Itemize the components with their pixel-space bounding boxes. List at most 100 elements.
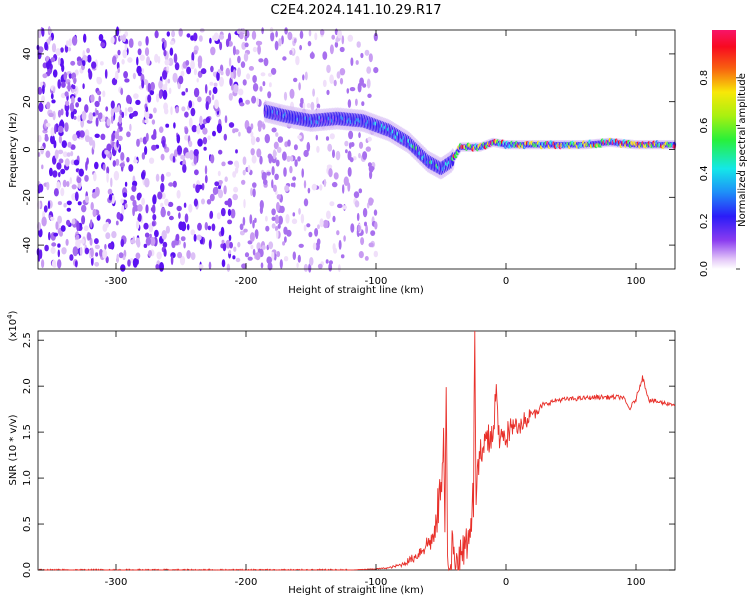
spectrogram-noise-speck bbox=[252, 46, 258, 53]
spectrogram-noise-speck bbox=[247, 164, 251, 173]
spectrogram-noise-speck bbox=[193, 149, 199, 157]
spectrogram-noise-speck bbox=[177, 251, 183, 259]
spectrogram-noise-speck bbox=[241, 179, 246, 185]
spectrogram-noise-speck bbox=[226, 263, 231, 272]
spectrogram-noise-speck bbox=[43, 205, 48, 213]
spectrogram-noise-speck bbox=[158, 126, 164, 133]
spectrogram-noise-speck bbox=[358, 188, 363, 194]
spectrogram-noise-speck bbox=[70, 60, 76, 66]
spectrogram-noise-speck bbox=[357, 225, 361, 232]
spectrogram-noise-speck bbox=[279, 205, 285, 214]
spectrogram-noise-speck bbox=[114, 131, 120, 140]
spectrogram-noise-speck bbox=[292, 176, 297, 181]
spectrogram-noise-speck bbox=[38, 183, 44, 193]
spectrogram-noise-speck bbox=[63, 71, 68, 81]
spectrogram-noise-speck bbox=[296, 262, 299, 268]
spectrogram-noise-speck bbox=[247, 256, 253, 261]
spectrogram-noise-speck bbox=[234, 166, 239, 174]
spectrogram-noise-speck bbox=[142, 119, 145, 124]
spectrogram-noise-speck bbox=[209, 81, 214, 86]
spectrogram-noise-speck bbox=[75, 102, 79, 108]
colorbar-ticks: 0.0 0.2 0.4 0.6 0.8 bbox=[699, 70, 740, 277]
spectrogram-noise-speck bbox=[115, 26, 120, 37]
spectrogram-noise-speck bbox=[175, 106, 180, 114]
spectrogram-noise-speck bbox=[221, 259, 226, 268]
spectrogram-noise-speck bbox=[312, 88, 315, 97]
spectrogram-noise-speck bbox=[214, 186, 219, 195]
spectrogram-noise-speck bbox=[73, 77, 77, 85]
spectrogram-noise-speck bbox=[347, 150, 352, 161]
spectrogram-noise-speck bbox=[58, 158, 64, 164]
spectrogram-noise-speck bbox=[193, 50, 198, 55]
spectrogram-noise-speck bbox=[61, 81, 66, 88]
spectrogram-noise-speck bbox=[67, 81, 71, 92]
spectrogram-noise-speck bbox=[48, 112, 54, 118]
spectrogram-noise-speck bbox=[73, 159, 80, 166]
spectrogram-noise-speck bbox=[329, 74, 334, 84]
spectrogram-noise-speck bbox=[239, 31, 244, 40]
spectrogram-noise-speck bbox=[272, 149, 277, 160]
spectrogram-noise-speck bbox=[112, 55, 117, 65]
spectrogram-noise-speck bbox=[370, 198, 374, 204]
spectrogram-noise-speck bbox=[229, 77, 233, 87]
spectrogram-noise-speck bbox=[90, 94, 95, 103]
spectrogram-noise-speck bbox=[271, 251, 275, 261]
spectrogram-noise-speck bbox=[190, 252, 196, 261]
spectrogram-noise-speck bbox=[307, 40, 312, 47]
spectrogram-noise-speck bbox=[178, 221, 184, 231]
spectrogram-noise-speck bbox=[184, 111, 189, 118]
spectrogram-noise-speck bbox=[289, 50, 293, 55]
spectrogram-noise-speck bbox=[73, 115, 77, 120]
spectrogram-noise-speck bbox=[354, 200, 360, 208]
spectrogram-noise-speck bbox=[293, 38, 297, 44]
spectrogram-noise-speck bbox=[284, 236, 287, 243]
spectrogram-noise-speck bbox=[41, 259, 45, 269]
spectrogram-noise-speck bbox=[159, 262, 164, 272]
spectrogram-noise-speck bbox=[50, 216, 55, 221]
spectrogram-noise-speck bbox=[356, 212, 360, 222]
spectrogram-noise-speck bbox=[57, 215, 62, 224]
spectrogram-noise-speck bbox=[133, 93, 139, 99]
x-tick-label: 100 bbox=[626, 577, 645, 588]
spectrogram-noise-speck bbox=[218, 34, 225, 40]
spectrogram-noise-speck bbox=[95, 252, 99, 257]
spectrogram-noise-speck bbox=[61, 140, 67, 149]
spectrogram-noise-speck bbox=[245, 99, 251, 105]
spectrogram-noise-speck bbox=[96, 215, 101, 221]
spectrogram-noise-speck bbox=[203, 146, 207, 151]
spectrogram-noise-speck bbox=[37, 29, 42, 39]
spectrogram-noise-speck bbox=[110, 107, 115, 117]
spectrogram-noise-speck bbox=[254, 252, 261, 261]
spectrogram-noise-speck bbox=[283, 167, 287, 177]
spectrogram-noise-speck bbox=[260, 72, 266, 77]
spectrogram-noise-speck bbox=[116, 253, 119, 264]
spectrogram-noise-speck bbox=[152, 214, 157, 221]
spectrogram-noise-speck bbox=[141, 171, 146, 180]
spectrogram-noise-speck bbox=[263, 57, 269, 67]
spectrogram-noise-speck bbox=[286, 155, 291, 162]
x-tick-label: -100 bbox=[365, 276, 388, 287]
spectrogram-noise-speck bbox=[83, 225, 89, 232]
spectrogram-noise-speck bbox=[193, 155, 198, 165]
spectrogram-noise-speck bbox=[152, 194, 157, 205]
spectrogram-noise-speck bbox=[317, 224, 320, 229]
spectrogram-noise-speck bbox=[257, 41, 263, 46]
spectrogram-noise-speck bbox=[235, 149, 238, 154]
spectrogram-noise-speck bbox=[144, 232, 150, 238]
spectrogram-noise-speck bbox=[111, 77, 118, 86]
spectrogram-noise-speck bbox=[160, 202, 164, 208]
snr-x-label: Height of straight line (km) bbox=[288, 585, 424, 596]
spectrogram-noise-speck bbox=[77, 115, 81, 122]
spectrogram-noise-speck bbox=[66, 181, 70, 187]
spectrogram-noise-speck bbox=[358, 251, 364, 259]
spectrogram-noise-speck bbox=[333, 172, 339, 180]
spectrogram-noise-speck bbox=[252, 182, 257, 188]
spectrogram-plot-area bbox=[36, 26, 677, 273]
spectrogram-noise-speck bbox=[141, 152, 146, 160]
spectrogram-noise-speck bbox=[64, 91, 69, 97]
spectrogram-noise-speck bbox=[271, 223, 276, 229]
spectrogram-noise-speck bbox=[276, 251, 281, 258]
spectrogram-noise-speck bbox=[117, 67, 120, 74]
spectrogram-noise-speck bbox=[46, 181, 50, 191]
